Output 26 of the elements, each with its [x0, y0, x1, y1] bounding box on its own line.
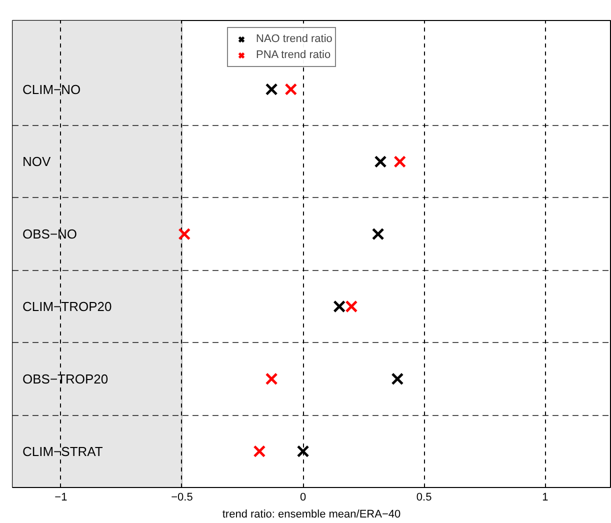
x-axis-title: trend ratio: ensemble mean/ERA−40 — [222, 508, 401, 520]
point — [391, 372, 404, 386]
x-tick-label: 1 — [542, 492, 548, 504]
point — [333, 300, 346, 313]
legend-label: PNA trend ratio — [256, 48, 331, 63]
point — [178, 228, 191, 240]
point — [374, 155, 387, 168]
legend-label: NAO trend ratio — [256, 32, 332, 47]
y-tick-label: CLIM−NO — [22, 82, 81, 97]
point — [284, 83, 298, 96]
y-tick-label: CLIM−TROP20 — [22, 298, 112, 314]
point — [265, 372, 278, 386]
y-tick-label: NOV — [22, 154, 51, 170]
point — [394, 155, 406, 168]
point — [265, 83, 278, 96]
point — [296, 445, 310, 458]
point — [253, 445, 266, 458]
y-tick-label: OBS−NO — [22, 226, 78, 242]
x-tick-label: 0 — [300, 492, 306, 504]
x-tick-label: −1 — [54, 492, 68, 504]
x-tick-label: −0.5 — [171, 492, 193, 504]
point — [372, 228, 384, 240]
x-tick-label: 0.5 — [416, 492, 432, 504]
y-tick-label: CLIM−STRAT — [22, 444, 103, 459]
point — [345, 300, 358, 313]
y-tick-label: OBS−TROP20 — [22, 371, 108, 386]
